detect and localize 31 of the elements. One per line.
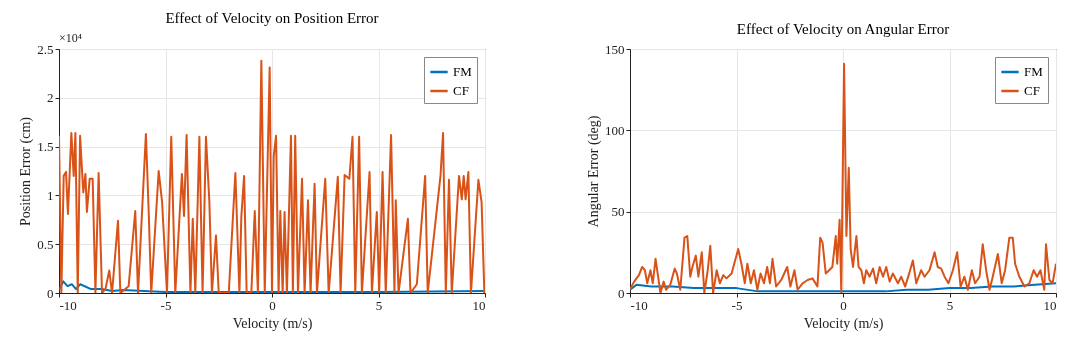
y-tick-label: 2	[47, 90, 54, 106]
x-tick-label: 5	[375, 297, 383, 313]
chart-title: Effect of Velocity on Angular Error	[736, 21, 950, 37]
legend-label: FM	[1024, 64, 1044, 79]
x-tick-label: 10	[472, 297, 486, 313]
x-tick-label: 5	[946, 297, 954, 313]
y-tick-label: 50	[611, 204, 625, 220]
y-tick-label: 0.5	[37, 236, 54, 252]
x-axis-title: Velocity (m/s)	[803, 315, 884, 332]
x-tick-label: -5	[731, 297, 743, 313]
legend-label: CF	[1024, 83, 1040, 98]
y-tick-label: 2.5	[37, 41, 54, 57]
x-tick-label: 0	[269, 297, 276, 313]
y-tick-label: 1	[47, 187, 54, 203]
y-tick-label: 0	[47, 285, 54, 301]
x-tick-label: -5	[160, 297, 172, 313]
x-tick-label: -10	[59, 297, 77, 313]
y-axis-title: Position Error (cm)	[18, 116, 35, 226]
x-tick-label: -10	[630, 297, 648, 313]
y-tick-label: 1.5	[37, 139, 54, 155]
chart-title: Effect of Velocity on Position Error	[165, 10, 379, 26]
text: ×10⁴	[59, 31, 82, 45]
y-tick-label: 150	[605, 41, 625, 57]
x-axis-title: Velocity (m/s)	[232, 315, 313, 332]
y-axis-title: Angular Error (deg)	[586, 115, 602, 228]
y-tick-label: 100	[605, 122, 625, 138]
legend-label: CF	[453, 83, 469, 98]
y-tick-label: 0	[618, 285, 625, 301]
legend-label: FM	[453, 64, 473, 79]
x-tick-label: 10	[1043, 297, 1057, 313]
x-tick-label: 0	[840, 297, 847, 313]
